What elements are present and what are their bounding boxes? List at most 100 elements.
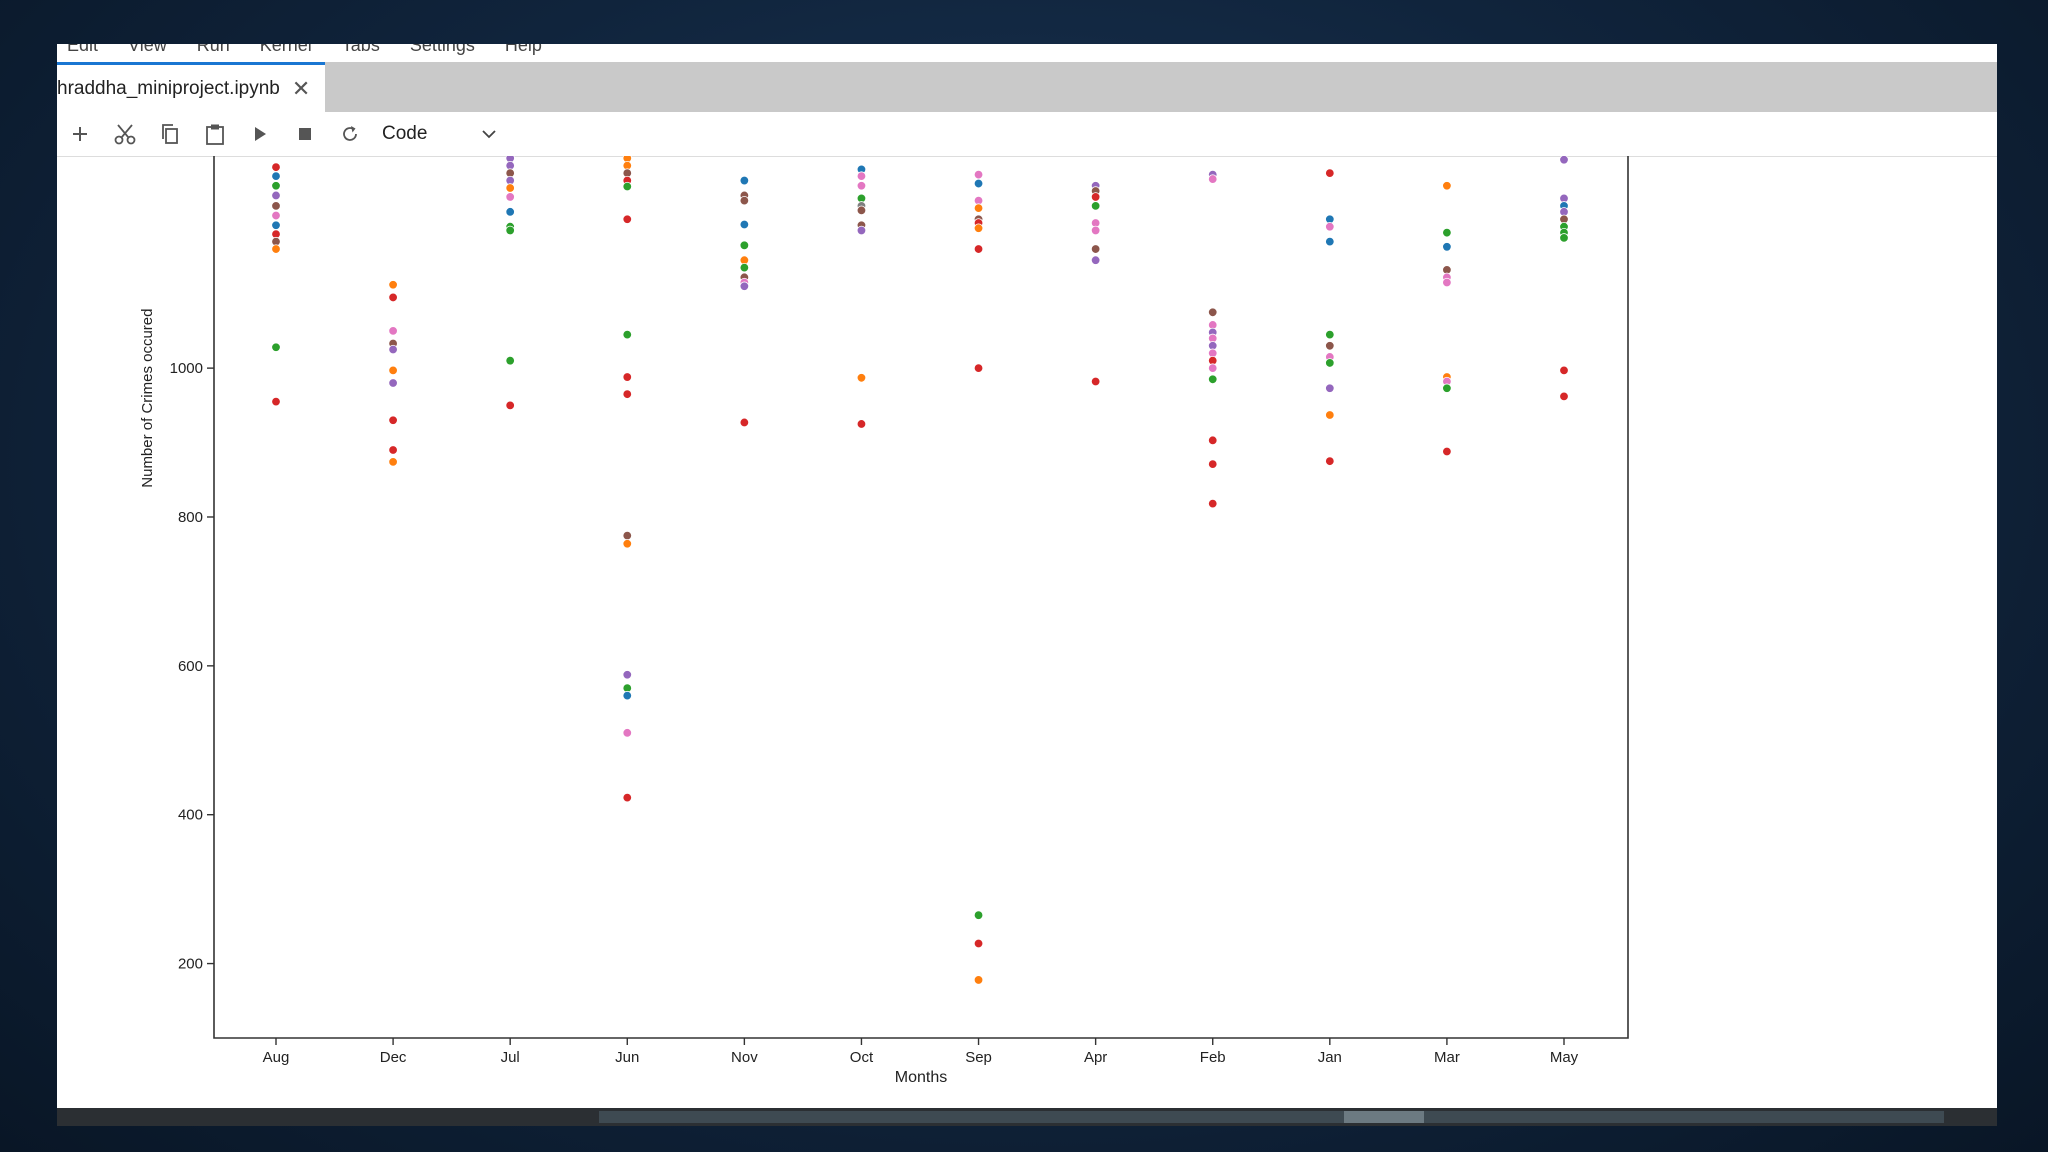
data-point — [1325, 329, 1335, 340]
data-point — [739, 175, 750, 186]
y-tick-label: 1000 — [170, 360, 203, 377]
notebook-tab[interactable]: hraddha_miniproject.ipynb ✕ — [57, 62, 325, 112]
data-point — [622, 539, 632, 549]
stop-button[interactable] — [282, 116, 327, 152]
data-point — [271, 244, 281, 254]
data-point — [271, 181, 281, 191]
data-point — [622, 670, 632, 680]
data-point — [1325, 358, 1335, 368]
restart-button[interactable] — [327, 116, 372, 152]
data-point — [973, 938, 984, 949]
data-point — [622, 181, 632, 192]
data-point — [1325, 236, 1335, 247]
data-point — [271, 190, 281, 201]
plot-axes — [213, 156, 1629, 1039]
data-point — [973, 169, 984, 180]
menu-bar: Edit View Run Kernel Tabs Settings Help — [57, 44, 1997, 62]
copy-button[interactable] — [147, 116, 192, 152]
data-point — [1325, 168, 1335, 178]
data-point — [1090, 225, 1101, 236]
data-point — [388, 280, 398, 290]
close-icon[interactable]: ✕ — [291, 75, 311, 101]
data-point — [1090, 376, 1101, 387]
data-point — [622, 389, 632, 399]
x-tick-label: Dec — [380, 1049, 407, 1066]
tab-bar: hraddha_miniproject.ipynb ✕ — [57, 62, 1997, 112]
data-point — [1325, 383, 1335, 393]
data-point — [505, 225, 515, 236]
data-point — [505, 183, 515, 193]
x-tick-label: May — [1550, 1049, 1579, 1066]
add-icon — [72, 127, 87, 141]
stop-icon — [298, 128, 311, 140]
cell-type-value: Code — [382, 123, 428, 144]
data-point — [856, 181, 867, 191]
cut-button[interactable] — [102, 116, 147, 152]
data-point — [1325, 222, 1335, 232]
data-point — [622, 530, 632, 541]
copy-icon — [161, 124, 178, 144]
x-axis-label: Months — [895, 1069, 947, 1086]
data-point — [1090, 192, 1101, 202]
run-icon — [254, 127, 266, 141]
data-point — [271, 162, 281, 172]
cell-type-select[interactable]: Code — [382, 123, 497, 145]
add-cell-button[interactable] — [57, 116, 102, 152]
data-point — [1090, 255, 1101, 265]
data-point — [271, 342, 281, 352]
data-point — [973, 363, 984, 373]
data-point — [1208, 363, 1218, 373]
x-tick-label: Aug — [263, 1049, 290, 1066]
data-point — [388, 457, 398, 467]
data-point — [1208, 374, 1218, 384]
data-point — [739, 195, 750, 206]
data-point — [1208, 459, 1218, 469]
data-point — [622, 792, 632, 803]
data-point — [1559, 155, 1569, 165]
data-point — [973, 244, 984, 254]
data-point — [1208, 435, 1218, 446]
data-point — [388, 378, 398, 388]
data-point — [739, 262, 750, 273]
data-point — [1208, 307, 1218, 318]
x-tick-label: Oct — [850, 1049, 874, 1066]
notebook-toolbar: Code — [57, 112, 1997, 157]
data-point — [622, 690, 632, 701]
data-point — [1090, 201, 1101, 211]
x-tick-label: Jul — [501, 1049, 520, 1066]
data-point — [739, 281, 750, 291]
cut-icon — [114, 124, 135, 145]
menu-run[interactable]: Run — [196, 44, 230, 55]
data-point — [1208, 498, 1218, 509]
scrollbar-thumb[interactable] — [1344, 1111, 1424, 1123]
plot-output: 200 400 600 800 1000 Aug Dec Jul Jun Nov Oct Sep Ap… — [57, 153, 1997, 1106]
data-point — [739, 417, 750, 428]
x-tick-label: Nov — [731, 1049, 758, 1066]
menu-kernel[interactable]: Kernel — [259, 44, 312, 55]
data-point — [388, 415, 398, 425]
horizontal-scrollbar[interactable] — [57, 1108, 1997, 1126]
data-point — [622, 728, 632, 738]
data-point — [973, 223, 984, 233]
data-point — [271, 171, 281, 181]
y-tick-label: 800 — [178, 509, 203, 526]
menu-edit[interactable]: Edit — [67, 44, 99, 55]
y-axis-label: Number of Crimes occured — [139, 309, 156, 488]
x-tick-label: Mar — [1434, 1049, 1460, 1066]
paste-button[interactable] — [192, 116, 237, 152]
data-point — [856, 419, 867, 429]
x-tick-label: Jun — [615, 1049, 639, 1066]
data-point — [973, 178, 984, 189]
run-button[interactable] — [237, 116, 282, 152]
menu-tabs[interactable]: Tabs — [341, 44, 380, 55]
data-point — [1559, 391, 1569, 402]
y-tick-label: 600 — [178, 658, 203, 675]
data-point — [622, 329, 632, 340]
menu-help[interactable]: Help — [504, 44, 542, 55]
data-point — [856, 225, 867, 236]
x-tick-label: Jan — [1318, 1049, 1342, 1066]
data-point — [505, 400, 515, 411]
menu-settings[interactable]: Settings — [409, 44, 475, 55]
notebook-tab-label: hraddha_miniproject.ipynb — [57, 77, 280, 99]
menu-view[interactable]: View — [128, 44, 167, 55]
